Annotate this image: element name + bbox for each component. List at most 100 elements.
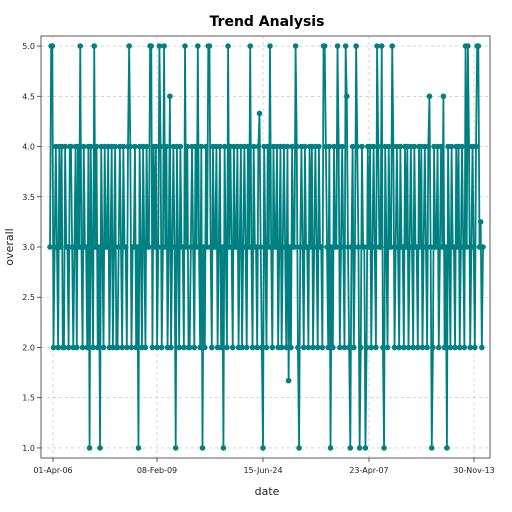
data-point bbox=[419, 344, 426, 351]
data-point bbox=[319, 344, 326, 351]
data-point bbox=[371, 244, 378, 250]
data-point bbox=[385, 143, 392, 150]
data-point bbox=[310, 344, 316, 351]
data-point bbox=[65, 344, 72, 351]
data-point bbox=[415, 344, 421, 351]
data-point bbox=[203, 143, 209, 150]
data-point bbox=[285, 377, 292, 384]
data-point bbox=[289, 143, 295, 150]
data-point bbox=[111, 244, 117, 250]
data-point bbox=[202, 344, 208, 351]
y-tick-label: 5.0 bbox=[22, 42, 35, 51]
data-point bbox=[135, 445, 142, 451]
y-tick-label: 4.0 bbox=[22, 143, 35, 152]
data-point bbox=[132, 143, 138, 150]
data-point bbox=[339, 143, 345, 150]
data-point bbox=[94, 344, 101, 351]
data-point bbox=[61, 344, 67, 351]
data-point bbox=[346, 344, 352, 351]
data-point bbox=[176, 344, 182, 351]
data-point bbox=[64, 244, 71, 250]
data-point bbox=[467, 344, 474, 351]
data-point bbox=[220, 445, 227, 451]
data-point bbox=[126, 43, 132, 49]
data-point bbox=[183, 244, 189, 250]
data-point bbox=[154, 344, 160, 351]
data-point bbox=[396, 344, 402, 351]
y-tick-label: 1.0 bbox=[22, 444, 35, 453]
data-point bbox=[191, 344, 198, 351]
x-tick-label: 23-Apr-07 bbox=[349, 466, 388, 475]
data-point bbox=[49, 43, 56, 49]
data-point bbox=[208, 344, 215, 351]
data-point bbox=[354, 143, 361, 150]
data-point bbox=[80, 143, 87, 150]
data-point bbox=[50, 344, 57, 351]
data-point bbox=[68, 143, 74, 150]
data-point bbox=[295, 344, 301, 351]
data-point bbox=[90, 344, 96, 351]
data-point bbox=[316, 143, 322, 150]
data-point bbox=[87, 143, 94, 150]
data-point bbox=[302, 143, 308, 150]
data-point bbox=[62, 143, 68, 150]
data-point bbox=[278, 344, 285, 351]
data-point bbox=[83, 244, 89, 250]
data-point bbox=[199, 445, 206, 451]
data-point bbox=[459, 143, 465, 150]
data-point bbox=[444, 445, 450, 451]
data-point bbox=[435, 344, 442, 351]
chart-title: Trend Analysis bbox=[210, 14, 325, 30]
x-axis: 01-Apr-06 08-Feb-09 15-Jun-24 23-Apr-07 30-N… bbox=[33, 458, 495, 475]
data-point bbox=[218, 344, 224, 351]
data-point bbox=[86, 445, 93, 451]
data-point bbox=[479, 344, 485, 351]
data-point bbox=[331, 143, 337, 150]
data-point bbox=[156, 43, 163, 49]
data-point bbox=[344, 93, 350, 100]
x-tick-label: 08-Feb-09 bbox=[137, 466, 177, 475]
data-point bbox=[128, 344, 135, 351]
data-point bbox=[333, 244, 340, 250]
data-point bbox=[267, 43, 273, 49]
data-point bbox=[363, 344, 370, 351]
data-point bbox=[463, 244, 470, 250]
data-point bbox=[224, 344, 230, 351]
data-point bbox=[300, 344, 307, 351]
data-point bbox=[250, 143, 257, 150]
data-point bbox=[381, 445, 387, 451]
data-point bbox=[356, 445, 363, 451]
data-point bbox=[384, 344, 391, 351]
data-point bbox=[155, 244, 162, 250]
data-point bbox=[257, 244, 264, 250]
data-point bbox=[380, 344, 386, 351]
x-tick-label: 01-Apr-06 bbox=[33, 466, 72, 475]
data-point bbox=[93, 143, 100, 150]
data-point bbox=[75, 143, 81, 150]
data-point bbox=[206, 43, 213, 49]
data-point bbox=[57, 244, 64, 250]
data-point bbox=[217, 143, 223, 150]
data-point bbox=[133, 344, 139, 351]
series-layer bbox=[47, 43, 486, 451]
data-point bbox=[370, 143, 377, 150]
data-point bbox=[359, 143, 365, 150]
data-point bbox=[424, 344, 430, 351]
data-point bbox=[389, 43, 396, 49]
data-point bbox=[195, 43, 201, 49]
data-point bbox=[296, 445, 302, 451]
data-point bbox=[264, 143, 271, 150]
data-point bbox=[293, 143, 300, 150]
data-point bbox=[318, 244, 325, 250]
data-point bbox=[374, 43, 380, 49]
data-point bbox=[282, 244, 288, 250]
data-point bbox=[77, 43, 84, 49]
data-point bbox=[377, 244, 384, 250]
data-point bbox=[149, 344, 156, 351]
y-tick-label: 4.5 bbox=[22, 92, 35, 101]
data-point bbox=[324, 244, 330, 250]
data-point bbox=[167, 93, 173, 100]
data-point bbox=[146, 244, 152, 250]
